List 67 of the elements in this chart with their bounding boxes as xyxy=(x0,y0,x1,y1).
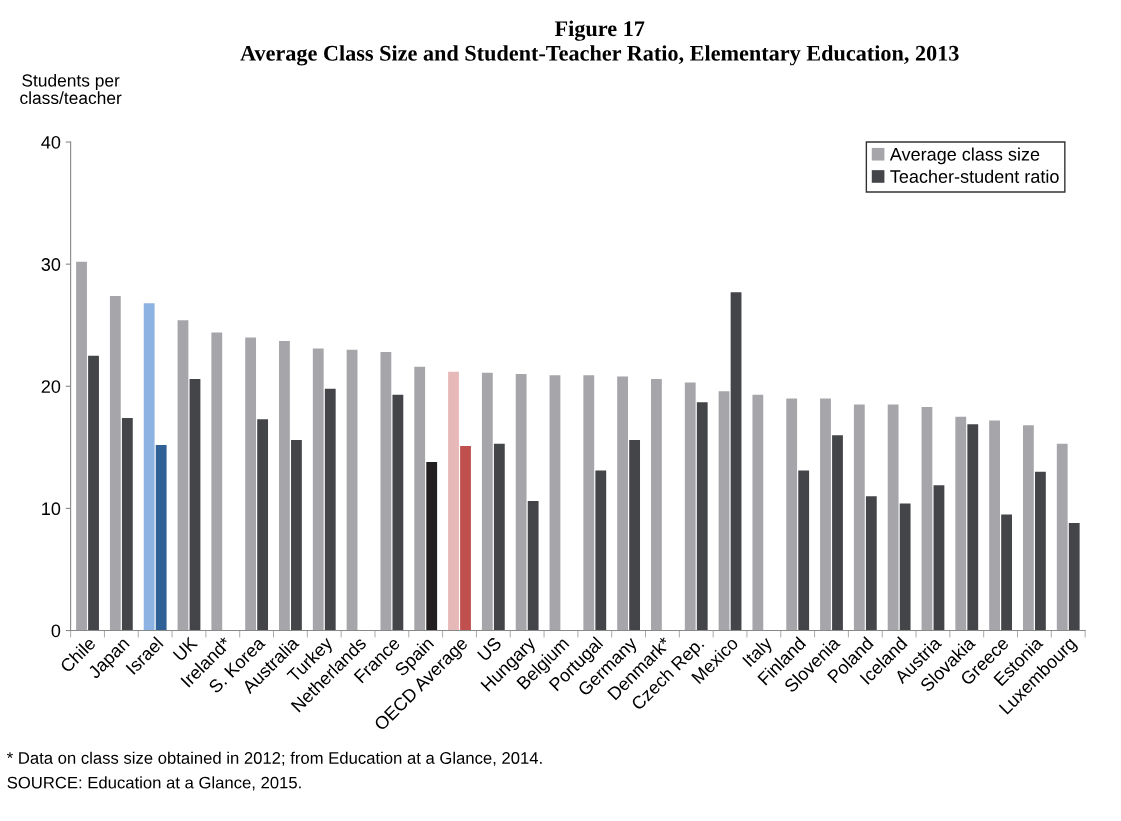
bar xyxy=(865,496,877,631)
bar xyxy=(684,382,696,631)
bar xyxy=(629,440,641,631)
bar xyxy=(752,394,764,631)
bar xyxy=(460,446,471,631)
bar xyxy=(853,404,865,631)
bar xyxy=(257,419,269,631)
bar xyxy=(414,366,426,631)
bar xyxy=(967,424,979,631)
bar xyxy=(121,418,133,631)
bar xyxy=(291,440,302,631)
bar xyxy=(1068,523,1080,631)
bar xyxy=(549,375,561,631)
bar xyxy=(448,371,459,631)
bar xyxy=(899,503,911,631)
y-tick-label: 20 xyxy=(41,380,61,393)
y-tick-label: 0 xyxy=(51,624,61,638)
bar xyxy=(696,402,708,631)
bar xyxy=(392,394,404,631)
source-note: SOURCE: Education at a Glance, 2015. xyxy=(7,776,301,791)
bar xyxy=(617,376,629,631)
chart-title: Figure 17 xyxy=(554,20,645,41)
bar xyxy=(820,398,831,631)
bar xyxy=(324,388,336,631)
bar xyxy=(76,261,87,631)
bar xyxy=(279,341,290,631)
bar xyxy=(177,320,189,631)
bar xyxy=(651,378,662,631)
text: * Data on class size obtained in 2012; from Education at a Glance, 2014. xyxy=(6,751,542,766)
bar xyxy=(989,420,1000,631)
bar xyxy=(595,470,607,631)
bar xyxy=(426,462,438,631)
bar xyxy=(933,485,945,631)
bar xyxy=(718,391,730,631)
bar xyxy=(887,404,899,631)
bar xyxy=(1056,443,1068,631)
bar xyxy=(211,332,223,631)
y-tick-label: 10 xyxy=(42,502,61,516)
bar xyxy=(88,355,99,631)
bar xyxy=(832,435,843,631)
bar xyxy=(1022,425,1034,631)
bar xyxy=(493,443,505,631)
bar xyxy=(527,501,539,631)
y-axis-title: Students per class/teacher xyxy=(20,73,122,105)
bar xyxy=(921,407,933,631)
bar xyxy=(1034,471,1046,631)
bar xyxy=(730,292,742,631)
bar xyxy=(955,416,967,631)
bar xyxy=(245,337,257,631)
legend-label: Average class size xyxy=(889,147,1040,165)
bar xyxy=(786,398,798,631)
chart-subtitle: Average Class Size and Student-Teacher Ratio, Elementary Education, 2013 xyxy=(240,45,959,66)
legend-label: Teacher-student ratio xyxy=(890,169,1059,183)
y-tick-label: 30 xyxy=(41,258,61,271)
bar xyxy=(109,295,121,631)
bar xyxy=(583,375,595,631)
bar xyxy=(189,378,201,631)
bar xyxy=(1001,514,1012,631)
bar xyxy=(798,470,810,631)
bar xyxy=(155,444,167,631)
bar xyxy=(346,349,358,631)
bar xyxy=(481,372,493,631)
y-tick-label: 40 xyxy=(41,135,61,149)
bar xyxy=(515,374,527,631)
bar xyxy=(143,303,155,631)
bar xyxy=(312,348,324,631)
bar xyxy=(380,352,392,631)
